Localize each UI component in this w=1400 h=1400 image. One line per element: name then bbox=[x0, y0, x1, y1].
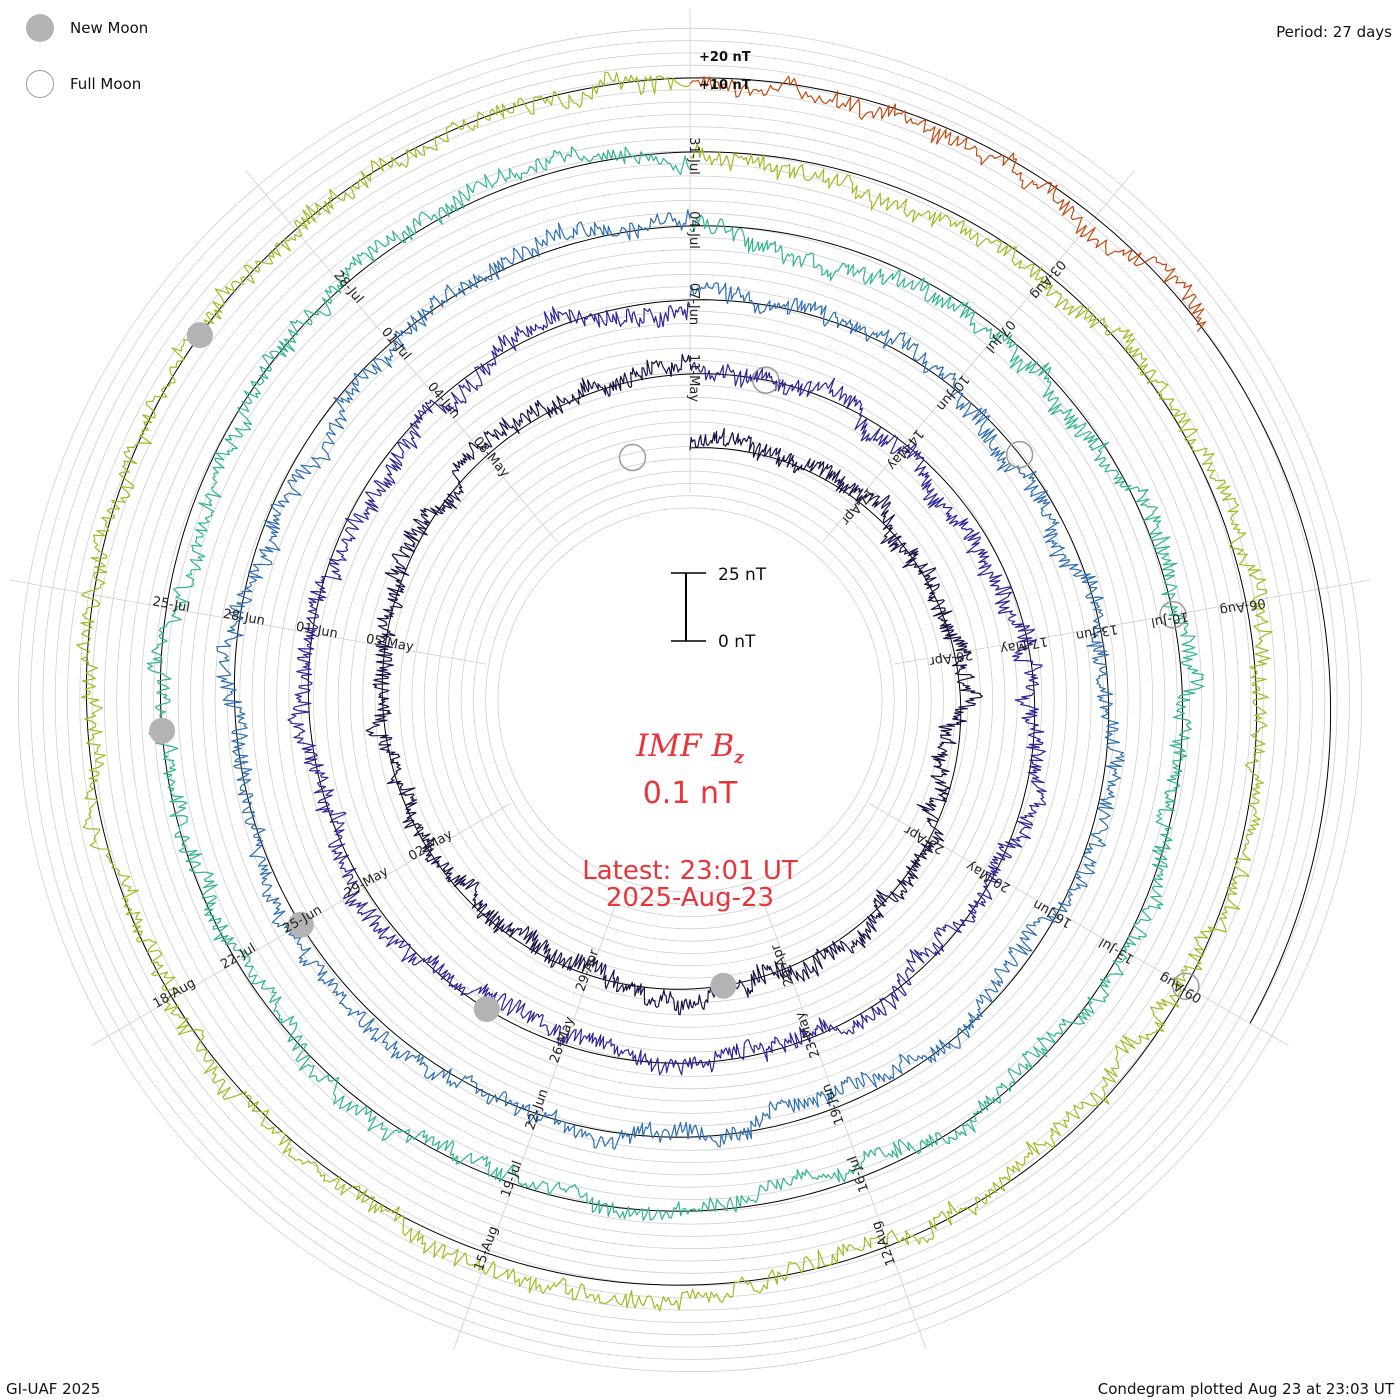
offset-label-plus20: +20 nT bbox=[699, 50, 751, 65]
new-moon-marker bbox=[186, 322, 213, 349]
moon-markers bbox=[149, 322, 1200, 1022]
offset-scale-labels: +20 nT +10 nT bbox=[699, 50, 751, 93]
date-label: 02-May bbox=[406, 827, 455, 864]
full-moon-marker bbox=[618, 443, 647, 472]
chart-title-subscript: z bbox=[734, 748, 744, 769]
date-label: 04-Jul bbox=[686, 211, 701, 249]
scale-bar-low-label: 0 nT bbox=[718, 632, 756, 652]
date-label: 13-Jun bbox=[1075, 621, 1119, 643]
new-moon-marker bbox=[710, 972, 737, 999]
date-label: 28-Jun bbox=[222, 607, 266, 629]
full-moon-marker bbox=[1172, 972, 1200, 1001]
date-label: 07-Jun bbox=[686, 283, 701, 325]
rotation-2-trace bbox=[287, 301, 1047, 1076]
full-moon-marker bbox=[752, 366, 780, 394]
grid-spoke bbox=[893, 579, 1371, 665]
date-label: 26-Apr bbox=[768, 942, 797, 989]
date-label: 11-May bbox=[686, 354, 701, 402]
date-label: 05-May bbox=[365, 632, 415, 655]
full-moon-label: Full Moon bbox=[70, 75, 142, 93]
full-moon-marker bbox=[1005, 440, 1034, 469]
legend-new-moon: New Moon bbox=[26, 14, 148, 42]
chart-title-prefix: IMF B bbox=[636, 728, 735, 764]
bz-series-group bbox=[76, 71, 1273, 1312]
latest-update: Latest: 23:01 UT 2025-Aug-23 bbox=[540, 858, 840, 912]
resolution-label: 0.1 nT bbox=[642, 776, 738, 811]
date-label: 01-Jun bbox=[295, 620, 339, 642]
new-moon-marker bbox=[473, 996, 500, 1022]
date-label: 31-Jul bbox=[686, 137, 701, 175]
plot-timestamp: Condegram plotted Aug 23 at 23:03 UT bbox=[1097, 1380, 1394, 1398]
grid-ring bbox=[485, 495, 895, 905]
period-label: Period: 27 days bbox=[1276, 23, 1392, 41]
zero-reference-spiral bbox=[85, 77, 1332, 1286]
date-label: 29-May bbox=[342, 864, 391, 901]
rotation-4-trace bbox=[146, 146, 1205, 1221]
date-labels: 17-Apr20-Apr23-Apr26-Apr29-Apr02-May05-M… bbox=[151, 137, 1267, 1273]
new-moon-marker bbox=[287, 911, 314, 938]
new-moon-icon bbox=[26, 14, 54, 42]
latest-date: 2025-Aug-23 bbox=[605, 883, 775, 913]
date-label: 22-Jun bbox=[523, 1087, 552, 1132]
new-moon-label: New Moon bbox=[70, 19, 149, 37]
offset-label-plus10: +10 nT bbox=[699, 78, 751, 93]
latest-time: Latest: 23:01 UT bbox=[582, 856, 798, 886]
grid-spoke bbox=[245, 170, 558, 542]
chart-title: IMF Bz bbox=[540, 728, 840, 768]
full-moon-marker bbox=[1159, 601, 1187, 629]
grid-spoke bbox=[869, 803, 1289, 1046]
full-moon-icon bbox=[26, 70, 54, 98]
zero-reference-line bbox=[85, 77, 1332, 1286]
grid-ring bbox=[497, 507, 883, 893]
date-label: 25-Jul bbox=[151, 594, 191, 615]
grid-spoke bbox=[9, 579, 487, 665]
rotation-1-trace bbox=[365, 353, 983, 1016]
rotation-5-trace bbox=[76, 71, 1273, 1312]
date-label: 07-Jul bbox=[982, 317, 1018, 355]
grid-ring bbox=[472, 482, 908, 918]
rotation-3-trace bbox=[216, 209, 1125, 1150]
date-label: 08-May bbox=[470, 434, 513, 481]
credit-label: GI-UAF 2025 bbox=[6, 1380, 101, 1398]
scale-bar: 25 nT 0 nT bbox=[671, 565, 767, 652]
scale-bar-high-label: 25 nT bbox=[718, 565, 767, 585]
date-label: 10-Jul bbox=[1150, 608, 1190, 629]
rotation-6-trace bbox=[689, 75, 1207, 332]
date-label: 16-Jun bbox=[1030, 896, 1074, 930]
new-moon-marker bbox=[149, 717, 176, 744]
date-label: 20-May bbox=[964, 858, 1013, 895]
legend-full-moon: Full Moon bbox=[26, 70, 141, 98]
radial-spokes bbox=[9, 9, 1371, 1350]
